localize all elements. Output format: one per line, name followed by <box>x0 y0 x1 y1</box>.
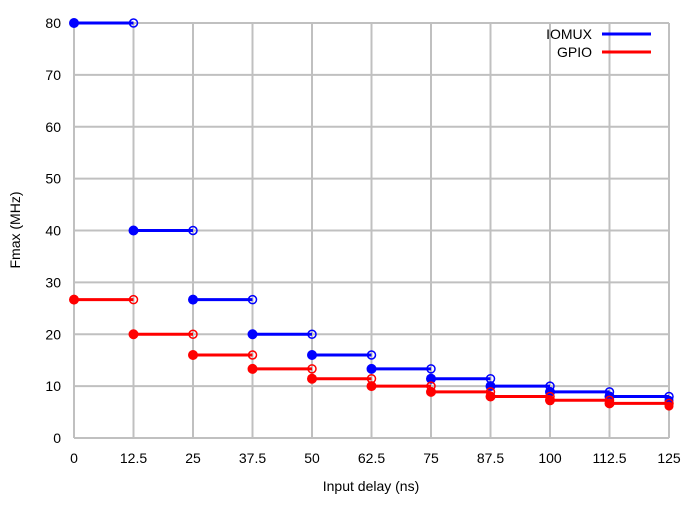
y-tick-label: 30 <box>45 274 61 290</box>
y-tick-label: 60 <box>45 119 61 135</box>
step-start-point <box>604 398 615 409</box>
legend-label-iomux: IOMUX <box>546 26 593 42</box>
step-start-point <box>128 225 139 236</box>
x-tick-label: 112.5 <box>593 450 627 466</box>
step-start-point <box>247 363 258 374</box>
step-start-point <box>307 373 317 384</box>
legend-label-gpio: GPIO <box>557 44 592 60</box>
y-tick-label: 10 <box>45 378 61 394</box>
x-tick-label: 62.5 <box>358 450 385 466</box>
step-start-point <box>69 18 79 28</box>
step-end-point <box>188 225 198 236</box>
step-start-point <box>426 386 436 397</box>
step-start-point <box>247 329 258 340</box>
x-axis-label: Input delay (ns) <box>323 478 420 494</box>
step-end-point <box>247 294 258 305</box>
x-tick-label: 100 <box>538 450 562 466</box>
step-end-point <box>426 364 436 374</box>
step-end-point <box>247 350 258 360</box>
y-tick-label: 20 <box>45 326 61 342</box>
legend: IOMUX GPIO <box>546 26 651 60</box>
x-tick-label: 75 <box>423 450 439 466</box>
step-end-point <box>366 350 377 360</box>
step-start-point <box>307 350 317 360</box>
y-tick-label: 0 <box>53 430 61 446</box>
step-end-point <box>307 329 317 339</box>
step-end-point <box>128 18 139 28</box>
x-tick-label: 0 <box>70 450 78 466</box>
x-tick-label: 25 <box>185 450 201 466</box>
step-start-point <box>426 373 436 384</box>
y-tick-label: 40 <box>45 223 61 239</box>
y-tick-label: 80 <box>45 15 61 31</box>
x-tick-label: 87.5 <box>477 450 504 466</box>
x-tick-label: 125 <box>657 450 681 466</box>
tick-labels: 0 12.5 25 37.5 50 62.5 75 87.5 100 112.5 125 0 10 20 3… <box>45 15 680 466</box>
y-tick-label: 50 <box>45 171 61 187</box>
y-axis-label: Fmax (MHz) <box>7 192 23 269</box>
step-start-point <box>128 329 139 340</box>
x-tick-label: 37.5 <box>239 450 266 466</box>
step-start-point <box>188 294 198 305</box>
step-start-point <box>69 294 79 305</box>
x-tick-label: 12.5 <box>120 450 147 466</box>
step-end-point <box>188 329 198 339</box>
x-tick-label: 50 <box>304 450 320 466</box>
series-group <box>69 18 674 411</box>
step-start-point <box>545 395 555 406</box>
step-start-point <box>188 350 198 360</box>
step-start-point <box>366 381 377 392</box>
y-tick-label: 70 <box>45 67 61 83</box>
step-end-point <box>128 294 139 305</box>
step-start-point <box>664 401 674 411</box>
step-end-point <box>307 364 317 374</box>
series-gpio <box>69 294 674 411</box>
step-start-point <box>485 391 496 402</box>
step-start-point <box>366 363 377 374</box>
